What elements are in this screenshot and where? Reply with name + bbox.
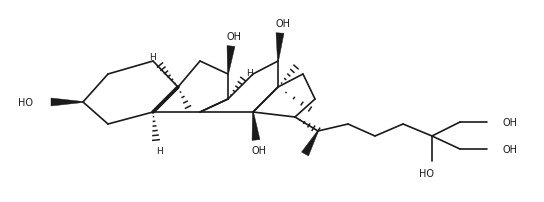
Text: OH: OH (503, 117, 518, 127)
Text: H: H (246, 68, 254, 77)
Text: OH: OH (251, 145, 267, 155)
Polygon shape (51, 99, 83, 106)
Polygon shape (252, 112, 260, 141)
Polygon shape (301, 131, 318, 156)
Text: H: H (156, 146, 162, 155)
Text: HO: HO (18, 98, 33, 107)
Polygon shape (276, 34, 284, 62)
Polygon shape (227, 46, 235, 75)
Text: OH: OH (226, 32, 242, 42)
Text: HO: HO (419, 168, 435, 178)
Text: OH: OH (503, 144, 518, 154)
Text: H: H (149, 53, 156, 62)
Text: OH: OH (275, 19, 290, 29)
